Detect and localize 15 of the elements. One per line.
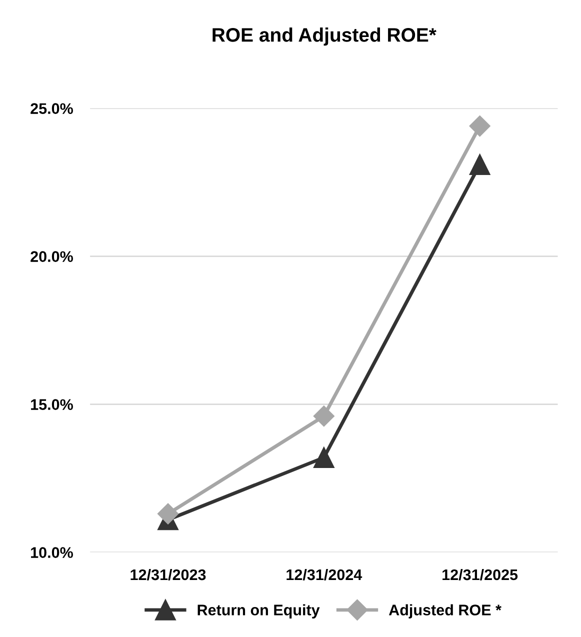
y-tick-label: 25.0% bbox=[30, 103, 73, 114]
point bbox=[469, 116, 490, 137]
y-tick-label: 20.0% bbox=[30, 251, 73, 262]
y-tick-label: 10.0% bbox=[31, 547, 73, 558]
chart-title: ROE and Adjusted ROE* bbox=[212, 28, 436, 46]
point bbox=[313, 406, 334, 427]
point bbox=[313, 447, 334, 468]
legend-label: Return on Equity bbox=[198, 604, 320, 618]
point bbox=[157, 503, 179, 524]
x-tick-label: 12/31/2023 bbox=[130, 568, 206, 580]
point bbox=[469, 154, 490, 175]
legend-label: Adjusted ROE * bbox=[388, 604, 502, 618]
x-tick-label: 12/31/2024 bbox=[286, 568, 362, 580]
y-tick-label: 15.0% bbox=[31, 399, 73, 410]
x-tick-label: 12/31/2025 bbox=[442, 568, 518, 580]
